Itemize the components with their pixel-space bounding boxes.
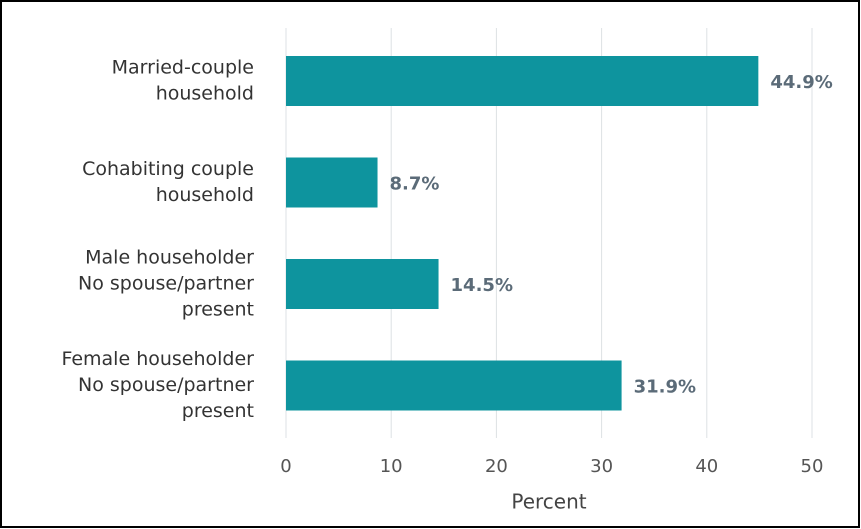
y-tick-label: Female householder [61,348,254,370]
y-tick-label: No spouse/partner [78,273,254,295]
x-tick-label: 20 [485,456,508,477]
x-tick-label: 10 [380,456,403,477]
bar [286,360,622,411]
bar [286,56,759,106]
value-label: 8.7% [390,174,440,195]
x-tick-label: 30 [590,456,613,477]
x-tick-label: 50 [801,456,824,477]
value-label: 31.9% [634,377,696,398]
x-axis-title: Percent [511,490,586,514]
y-tick-label: present [182,299,254,321]
x-tick-label: 0 [280,456,291,477]
y-tick-label: No spouse/partner [78,374,254,396]
value-label: 14.5% [451,275,513,296]
bar [286,157,378,208]
y-tick-label: household [156,83,254,105]
value-label: 44.9% [770,72,832,93]
y-tick-label: household [156,184,254,206]
bar [286,259,439,309]
x-tick-label: 40 [695,456,718,477]
y-tick-label: Male householder [85,247,254,269]
y-tick-label: Married-couple [112,57,254,79]
y-tick-label: Cohabiting couple [82,158,254,180]
y-tick-label: present [182,400,254,422]
